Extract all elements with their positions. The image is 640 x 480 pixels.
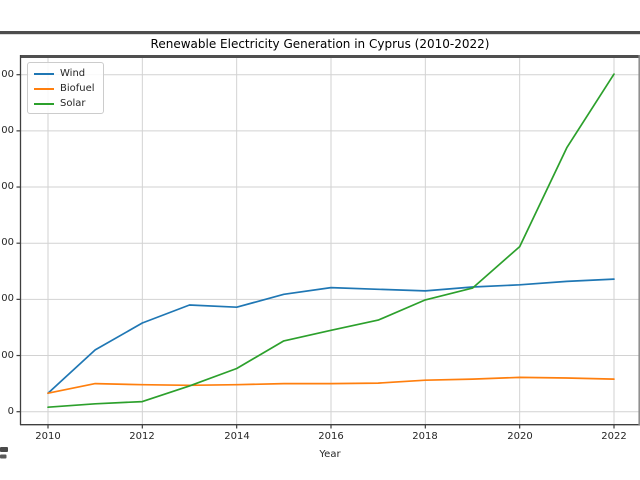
x-tick-label-2022: 2022	[601, 431, 627, 442]
legend-line-sample-wind	[34, 72, 54, 75]
legend-label-solar: Solar	[60, 97, 86, 109]
y-tick-label-300: 00	[1, 237, 14, 248]
plot-top-spine	[20, 55, 640, 58]
x-tick-label-2020: 2020	[507, 431, 533, 442]
left-edge-artifact	[0, 447, 8, 452]
series-line-biofuel	[47, 376, 615, 395]
legend-label-biofuel: Biofuel	[60, 82, 95, 94]
x-axis-title: Year	[319, 449, 341, 460]
legend-line-sample-biofuel	[34, 87, 54, 90]
x-tick-label-2010: 2010	[35, 431, 61, 442]
legend-label-wind: Wind	[60, 67, 86, 79]
y-tick-label-600: 00	[1, 69, 14, 80]
x-tick-label-2012: 2012	[129, 431, 155, 442]
legend-line-sample-solar	[34, 102, 54, 105]
legend-item-biofuel: Biofuel	[34, 81, 103, 96]
y-tick-label-0: 0	[7, 406, 14, 417]
series-line-solar	[47, 73, 615, 409]
chart-title: Renewable Electricity Generation in Cypr…	[150, 37, 490, 51]
y-tick-label-400: 00	[1, 181, 14, 192]
left-edge-artifact	[0, 454, 7, 459]
y-tick-label-100: 00	[1, 350, 14, 361]
top-edge-line	[0, 31, 640, 35]
legend-item-solar: Solar	[34, 96, 103, 111]
x-tick-label-2016: 2016	[318, 431, 344, 442]
y-tick-label-200: 00	[1, 293, 14, 304]
series-line-wind	[47, 278, 615, 395]
x-tick-label-2014: 2014	[224, 431, 250, 442]
y-tick-label-500: 00	[1, 125, 14, 136]
legend: Wind Biofuel Solar	[27, 62, 104, 114]
legend-item-wind: Wind	[34, 66, 103, 81]
x-tick-label-2018: 2018	[412, 431, 438, 442]
